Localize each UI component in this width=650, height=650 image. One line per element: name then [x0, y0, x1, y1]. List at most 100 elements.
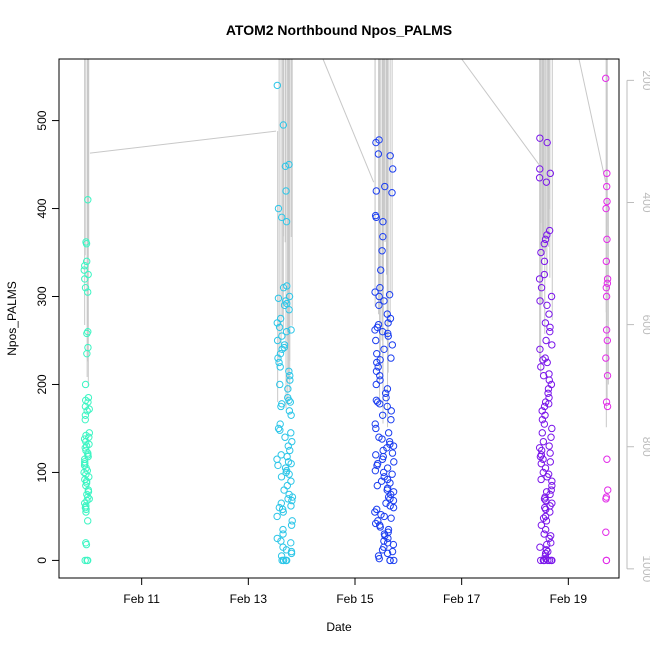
- data-point: [384, 429, 393, 437]
- data-point: [384, 528, 392, 536]
- data-point: [372, 380, 380, 389]
- data-point: [276, 363, 284, 371]
- data-point: [383, 464, 392, 472]
- data-point: [603, 197, 611, 206]
- y2-tick-label: 1000: [640, 555, 650, 582]
- data-point: [545, 370, 553, 378]
- data-point: [279, 508, 287, 516]
- altitude-connector-lines: [84, 59, 609, 428]
- y2-tick-label: 600: [640, 315, 650, 335]
- data-point: [284, 442, 292, 450]
- data-point: [602, 292, 611, 301]
- data-point: [535, 444, 544, 452]
- data-point: [383, 310, 391, 318]
- data-point: [374, 552, 383, 560]
- data-point: [539, 468, 547, 477]
- data-point: [376, 284, 384, 292]
- data-point: [375, 292, 383, 301]
- data-point: [540, 556, 548, 565]
- data-point: [375, 433, 383, 441]
- data-point: [281, 433, 289, 441]
- data-point: [273, 534, 281, 543]
- data-point: [274, 461, 282, 470]
- data-point: [543, 138, 551, 147]
- data-point: [275, 323, 284, 331]
- connector-line: [578, 59, 607, 183]
- data-point: [541, 549, 550, 558]
- data-point: [539, 514, 548, 522]
- data-point: [373, 481, 381, 490]
- data-point: [388, 547, 397, 556]
- data-point: [383, 549, 392, 558]
- data-point: [276, 349, 285, 358]
- data-point: [602, 556, 611, 565]
- data-point: [273, 336, 282, 345]
- data-point: [603, 336, 612, 345]
- data-point: [85, 405, 93, 413]
- data-point: [81, 284, 90, 292]
- data-point: [545, 393, 553, 402]
- data-point: [287, 429, 295, 437]
- connector-line: [461, 59, 540, 165]
- data-point: [287, 411, 295, 419]
- data-point: [544, 470, 553, 478]
- data-point: [277, 499, 286, 507]
- data-point: [82, 238, 90, 246]
- data-point: [282, 556, 290, 565]
- data-point: [544, 389, 552, 397]
- data-point: [390, 458, 398, 466]
- data-point: [285, 407, 294, 415]
- data-point: [280, 486, 288, 494]
- data-point: [83, 556, 92, 565]
- data-point: [379, 446, 387, 455]
- data-point: [548, 477, 556, 485]
- data-point: [276, 314, 285, 323]
- plot-frame: [58, 58, 620, 579]
- data-point: [285, 306, 293, 314]
- data-point: [378, 247, 386, 255]
- data-point: [540, 530, 548, 538]
- data-point: [541, 319, 550, 327]
- connector-line: [89, 130, 277, 154]
- data-points: [80, 74, 612, 565]
- data-point: [538, 429, 546, 437]
- data-point: [372, 424, 380, 433]
- data-point: [377, 266, 385, 274]
- data-point: [280, 341, 289, 349]
- y2-tick-label: 400: [640, 192, 650, 212]
- data-point: [545, 226, 554, 235]
- data-point: [278, 332, 286, 340]
- data-point: [546, 169, 554, 178]
- data-point: [544, 556, 552, 565]
- data-point: [286, 446, 294, 455]
- data-point: [376, 356, 384, 364]
- y2-tick-label: 800: [640, 437, 650, 457]
- data-point: [602, 257, 611, 266]
- data-point: [281, 162, 290, 171]
- chart-title: ATOM2 Northbound Npos_PALMS: [226, 22, 452, 38]
- data-point: [537, 451, 546, 459]
- data-point: [286, 376, 294, 384]
- data-point: [602, 398, 611, 406]
- data-point: [285, 490, 293, 499]
- data-point: [286, 371, 294, 380]
- data-point: [602, 326, 611, 334]
- data-point: [273, 81, 281, 90]
- data-point: [539, 455, 547, 463]
- data-point: [537, 284, 546, 292]
- data-point: [603, 455, 611, 463]
- data-point: [281, 464, 290, 472]
- y-axis: 0 100 200 300 400 500: [35, 110, 59, 564]
- y-tick-label: 500: [35, 110, 49, 130]
- data-point: [548, 424, 556, 433]
- data-point: [541, 235, 550, 244]
- data-point: [385, 291, 394, 299]
- data-point: [540, 270, 549, 279]
- data-point: [273, 512, 281, 521]
- data-point: [602, 204, 610, 213]
- data-point: [378, 327, 387, 336]
- data-point: [374, 150, 383, 158]
- data-point: [384, 332, 392, 340]
- data-point: [536, 543, 544, 551]
- data-point: [602, 528, 610, 536]
